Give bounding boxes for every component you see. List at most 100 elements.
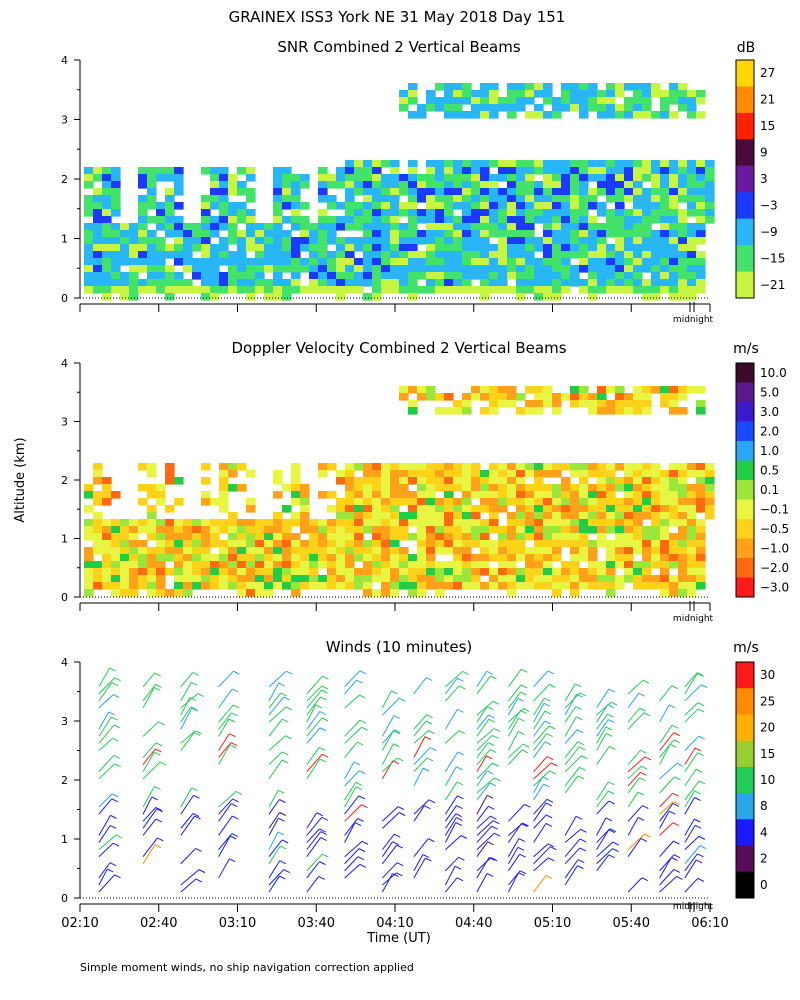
snr-cell <box>462 202 472 210</box>
doppler-cell <box>543 512 553 520</box>
wind-barb-feather <box>519 870 527 875</box>
doppler-cell <box>453 575 463 583</box>
doppler-cell <box>624 526 634 534</box>
doppler-cell <box>336 519 346 527</box>
snr-cell <box>219 237 229 245</box>
snr-cell <box>381 265 391 273</box>
wind-barb-feather <box>491 825 498 830</box>
wind-barb <box>564 816 577 836</box>
wind-barb-feather <box>519 853 526 858</box>
snr-cell <box>426 104 436 112</box>
doppler-cell <box>318 575 328 583</box>
doppler-cell <box>192 575 202 583</box>
snr-colorbar-swatch <box>736 86 754 114</box>
snr-cell <box>471 160 481 168</box>
snr-cell <box>309 244 319 252</box>
snr-cell <box>534 160 544 168</box>
snr-cell <box>615 272 625 280</box>
doppler-cell <box>597 484 607 492</box>
doppler-cell <box>543 575 553 583</box>
doppler-cell <box>480 526 490 534</box>
snr-cell <box>534 286 544 294</box>
snr-cell <box>543 244 553 252</box>
wind-barb-feather <box>232 688 239 693</box>
snr-cell <box>93 195 103 203</box>
doppler-cell <box>525 561 535 569</box>
doppler-cell <box>534 526 544 534</box>
wind-barb-feather <box>396 862 404 867</box>
snr-cell <box>102 167 112 175</box>
snr-cell <box>516 230 526 238</box>
snr-cell <box>138 209 148 217</box>
doppler-cell <box>444 561 454 569</box>
snr-cell <box>228 181 238 189</box>
doppler-cell <box>372 547 382 555</box>
doppler-cell <box>525 512 535 520</box>
snr-cell <box>489 279 499 287</box>
doppler-cell <box>579 547 589 555</box>
doppler-cell <box>570 554 580 562</box>
snr-cell <box>696 188 706 196</box>
winds-xtick-label: 03:40 <box>298 916 335 931</box>
snr-cell <box>282 202 292 210</box>
snr-cell <box>84 195 94 203</box>
doppler-cell <box>93 582 103 590</box>
snr-cell <box>372 209 382 217</box>
wind-barb <box>142 808 158 829</box>
doppler-cell <box>489 526 499 534</box>
wind-barb <box>142 742 157 758</box>
doppler-cell <box>669 400 679 408</box>
snr-cell <box>165 223 175 231</box>
doppler-cell <box>642 568 652 576</box>
snr-cell <box>183 258 193 266</box>
wind-barb-feather <box>424 736 432 740</box>
snr-cell <box>273 272 283 280</box>
snr-cell <box>669 188 679 196</box>
snr-cell <box>111 244 121 252</box>
wind-barb-feather <box>230 803 238 808</box>
snr-cell <box>561 174 571 182</box>
snr-cell <box>273 209 283 217</box>
wind-barb <box>476 700 494 716</box>
doppler-cell <box>687 498 697 506</box>
doppler-cell <box>453 582 463 590</box>
doppler-cell <box>444 477 454 485</box>
snr-cell <box>408 223 418 231</box>
snr-cell <box>435 251 445 259</box>
snr-cell <box>588 244 598 252</box>
winds-colorbar-swatch <box>736 740 754 768</box>
doppler-cell <box>372 526 382 534</box>
doppler-cell <box>147 491 157 499</box>
snr-cell <box>435 237 445 245</box>
wind-barb <box>306 828 320 843</box>
snr-cell <box>138 279 148 287</box>
snr-cell <box>597 188 607 196</box>
doppler-ytick-label: 4 <box>61 357 68 370</box>
snr-cell <box>624 181 634 189</box>
doppler-cell <box>498 533 508 541</box>
doppler-cell <box>480 498 490 506</box>
doppler-cell <box>669 463 679 471</box>
wind-barb <box>507 853 521 872</box>
doppler-cell <box>435 589 445 597</box>
doppler-cell <box>201 554 211 562</box>
doppler-cell <box>156 575 166 583</box>
wind-barb <box>306 696 321 716</box>
wind-barb <box>659 822 674 836</box>
doppler-cell <box>642 505 652 513</box>
snr-cell <box>138 223 148 231</box>
snr-cell <box>597 223 607 231</box>
wind-barb-feather <box>641 877 649 882</box>
wind-barb-feather <box>281 839 289 844</box>
doppler-cell <box>363 547 373 555</box>
doppler-cell <box>606 484 616 492</box>
doppler-cell <box>480 554 490 562</box>
wind-barb <box>98 737 113 751</box>
snr-cell <box>696 195 706 203</box>
wind-barb-feather <box>673 739 680 744</box>
snr-cell <box>543 167 553 175</box>
snr-heatmap <box>84 83 715 301</box>
snr-colorbar-swatch <box>736 218 754 246</box>
doppler-cell <box>426 575 436 583</box>
doppler-cell <box>516 547 526 555</box>
